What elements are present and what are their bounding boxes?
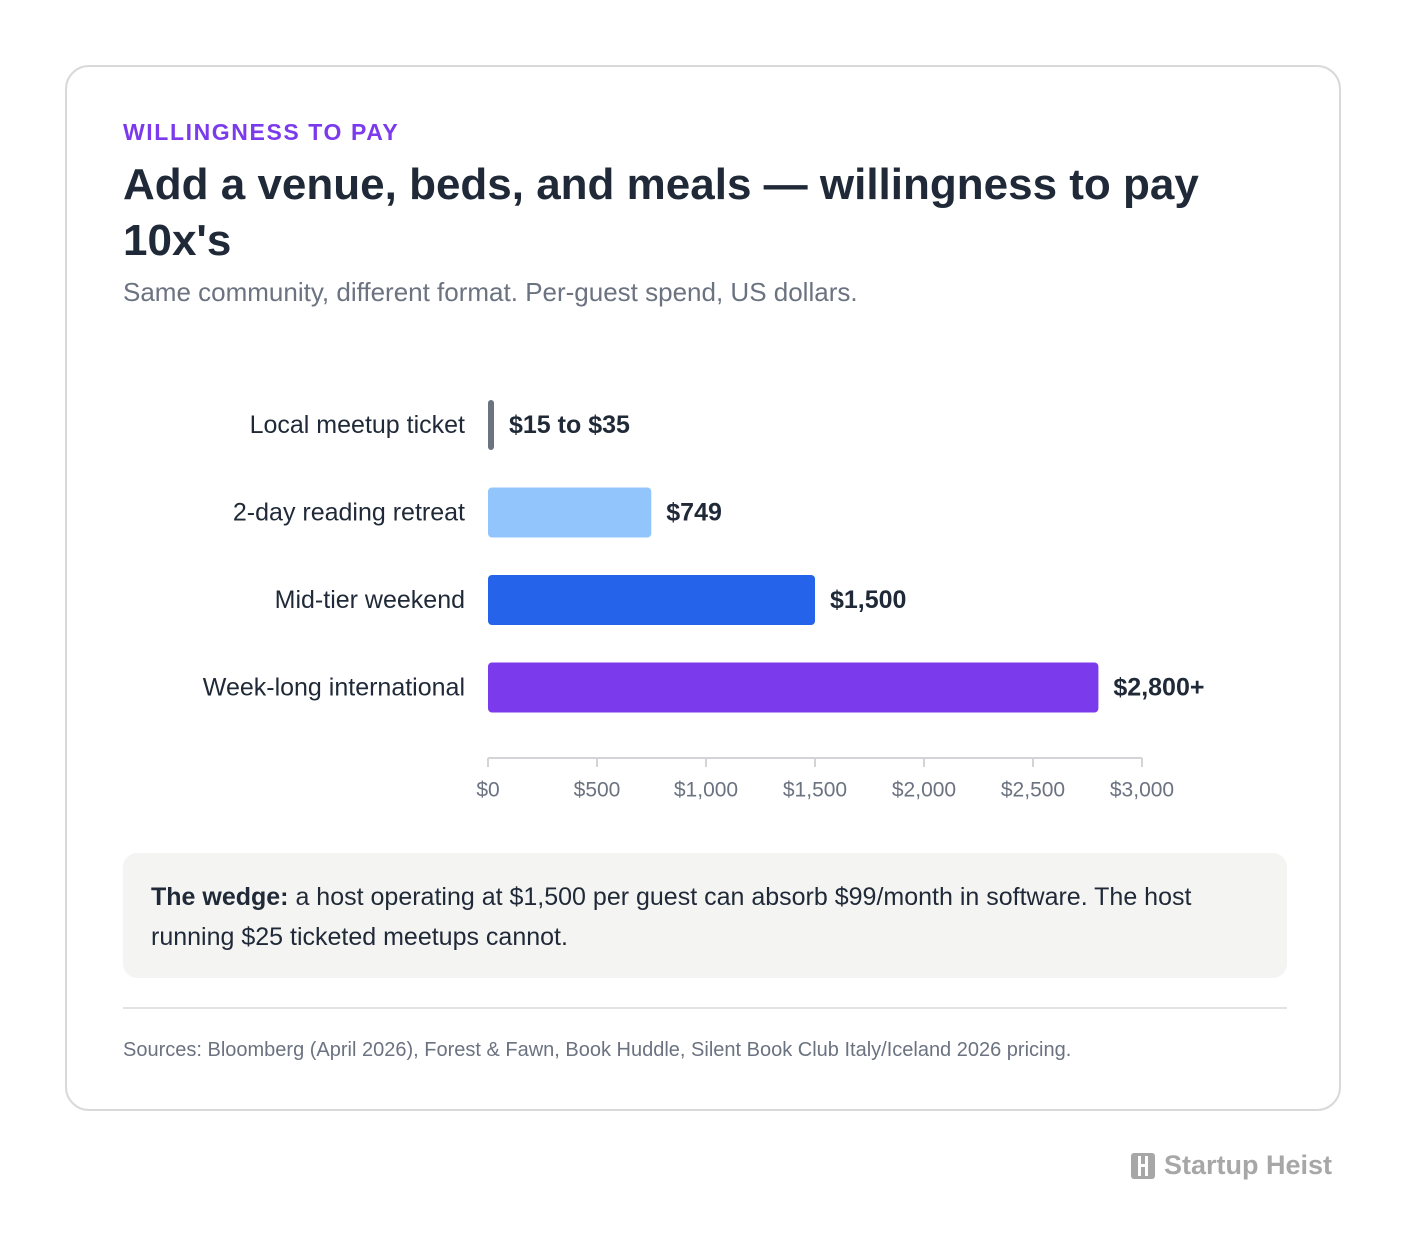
category-label: Mid-tier weekend [275, 586, 465, 614]
bar [488, 575, 815, 625]
x-tick-label: $1,500 [783, 779, 847, 802]
chart-subtitle: Same community, different format. Per-gu… [123, 277, 858, 307]
callout-lead: The wedge: [151, 883, 289, 911]
value-label: $1,500 [830, 586, 906, 614]
brand-name: Startup Heist [1164, 1150, 1333, 1180]
x-tick-label: $2,000 [892, 779, 956, 802]
category-label: Week-long international [203, 674, 465, 702]
value-label: $15 to $35 [509, 411, 630, 439]
x-tick-label: $0 [476, 779, 499, 802]
eyebrow-label: WILLINGNESS TO PAY [123, 119, 400, 145]
bar [488, 487, 652, 538]
brand-logo: Startup Heist [1130, 1150, 1332, 1181]
x-tick-label: $2,500 [1001, 779, 1065, 802]
bar-chart: Local meetup ticket $15 to $35 2-day readi… [67, 367, 1343, 827]
bar [488, 662, 1099, 713]
chart-card: WILLINGNESS TO PAY Add a venue, beds, an… [65, 65, 1341, 1111]
callout-text: a host operating at $1,500 per guest can… [151, 883, 1192, 951]
category-label: Local meetup ticket [250, 411, 465, 439]
value-label: $2,800+ [1113, 674, 1204, 702]
callout-box: The wedge: a host operating at $1,500 pe… [123, 853, 1287, 978]
value-label: $749 [666, 499, 722, 527]
bar [488, 400, 494, 450]
x-tick-label: $1,000 [674, 779, 738, 802]
chart-title: Add a venue, beds, and meals — willingne… [123, 160, 1199, 265]
x-tick-label: $500 [574, 779, 621, 802]
building-logo-icon [1131, 1152, 1155, 1179]
x-tick-label: $3,000 [1110, 779, 1174, 802]
category-label: 2-day reading retreat [233, 499, 465, 527]
bar-chart-svg: Local meetup ticket $15 to $35 2-day readi… [203, 400, 1204, 802]
sources-note: Sources: Bloomberg (April 2026), Forest … [123, 1039, 1072, 1061]
divider [123, 1007, 1287, 1009]
